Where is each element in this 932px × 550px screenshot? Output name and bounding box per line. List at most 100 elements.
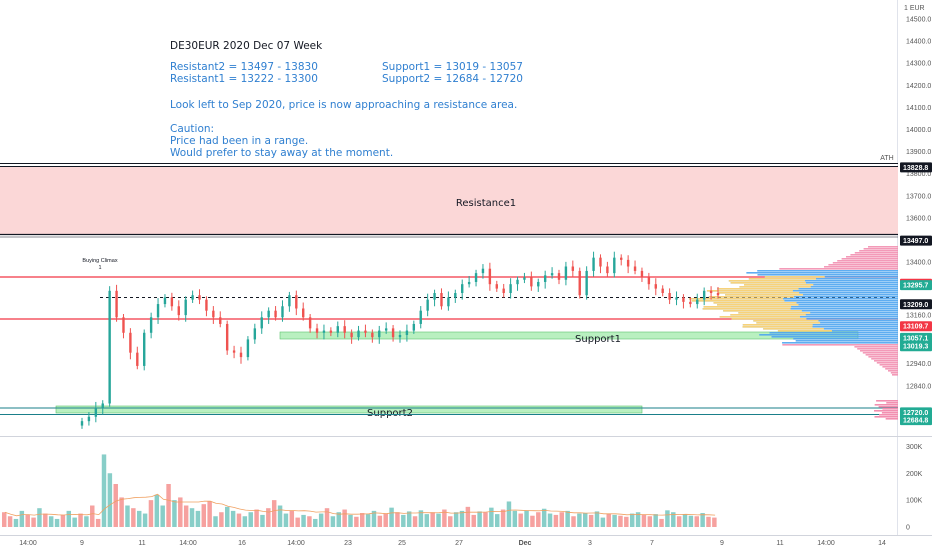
candle (398, 334, 402, 338)
volume-bar (453, 512, 459, 527)
volume-profile (689, 246, 898, 420)
volume-bar (225, 506, 230, 527)
volume-bar (401, 514, 406, 527)
volume-bar (7, 516, 13, 527)
time-tick-label: 11 (138, 540, 145, 547)
volume-series (2, 454, 717, 527)
candle (675, 297, 678, 300)
candle (302, 308, 305, 318)
volume-profile-bar (730, 282, 898, 284)
volume-profile-bar (874, 404, 898, 406)
volume-profile-bar (865, 354, 898, 356)
candle (585, 270, 588, 296)
volume-profile-bar (691, 300, 785, 302)
candle (474, 273, 478, 282)
volume-bar (406, 511, 412, 527)
volume-bar (506, 501, 512, 527)
candle (640, 270, 644, 278)
volume-profile-bar (702, 308, 898, 310)
volume-bar (424, 514, 430, 527)
volume-profile-bar (743, 284, 898, 286)
volume-profile-bar (857, 348, 898, 350)
time-tick-label: 27 (455, 540, 463, 547)
volume-bar (324, 508, 330, 527)
candle (689, 301, 692, 305)
candle (149, 317, 153, 333)
candle (274, 310, 277, 318)
volume-bar (571, 516, 576, 527)
volume-profile-bar (717, 288, 799, 290)
volume-tick-label: 0 (906, 525, 910, 532)
time-tick-label: 14:00 (19, 540, 37, 547)
volume-bar (641, 514, 647, 527)
volume-profile-bar (748, 278, 898, 280)
volume-profile-bar (706, 290, 898, 292)
volume-bar (348, 514, 353, 527)
candle (433, 293, 436, 300)
volume-bar (125, 505, 130, 527)
time-tick-label: 7 (650, 540, 654, 547)
volume-bar (389, 507, 394, 527)
candlestick-series (80, 251, 720, 429)
price-tick-label: 14100.0 (906, 105, 931, 112)
volume-bar (500, 509, 506, 527)
candle (454, 293, 457, 298)
time-tick-label: 14 (878, 540, 886, 547)
volume-profile-bar (725, 294, 898, 296)
volume-profile-bar (742, 326, 898, 328)
volume-bar (471, 514, 476, 527)
candle (378, 330, 381, 338)
candle (509, 284, 512, 294)
price-tick-label: 13700.0 (906, 193, 931, 200)
volume-bar (72, 517, 77, 527)
volume-profile-bar (881, 412, 898, 414)
candle (136, 352, 139, 366)
volume-bar (266, 508, 271, 527)
volume-profile-bar (876, 400, 898, 402)
volume-bar (671, 512, 676, 527)
time-tick-label: 14:00 (179, 540, 197, 547)
volume-profile-bar (841, 258, 898, 260)
volume-profile-bar (859, 250, 898, 252)
volume-profile-bar (730, 314, 898, 316)
volume-bar (60, 514, 66, 527)
volume-profile-bar (738, 312, 811, 314)
volume-profile-bar (837, 260, 898, 262)
support2-note: Support2 = 12684 - 12720 (382, 73, 523, 85)
price-tick-label: 14000.0 (906, 127, 931, 134)
volume-profile-bar (854, 346, 898, 348)
candle (260, 317, 263, 329)
volume-profile-bar (892, 374, 898, 376)
volume-bar (377, 515, 383, 527)
volume-ma-line (4, 493, 716, 517)
candle (232, 350, 236, 353)
volume-bar (25, 514, 30, 527)
volume-profile-bar (756, 322, 898, 324)
candle (246, 339, 250, 358)
volume-bar (553, 514, 559, 527)
volume-profile-bar (793, 338, 898, 340)
candle (481, 268, 485, 274)
volume-profile-bar (882, 408, 898, 410)
resistant1-note: Resistant1 = 13222 - 13300 (170, 73, 318, 85)
volume-bar (330, 516, 336, 527)
volume-bar (254, 509, 259, 527)
volume-profile-bar (718, 292, 800, 294)
price-axis[interactable] (898, 0, 932, 550)
volume-profile-bar (890, 372, 898, 374)
volume-bar (19, 510, 25, 527)
candle (219, 317, 222, 324)
volume-bar (248, 512, 253, 527)
volume-bar (31, 517, 36, 527)
volume-bar (459, 510, 465, 527)
volume-bar (583, 513, 588, 527)
volume-bar (489, 507, 494, 527)
volume-bar (166, 484, 171, 527)
candle (613, 257, 616, 274)
candle (461, 284, 464, 294)
volume-profile-bar (731, 318, 898, 320)
volume-profile-bar (713, 302, 797, 304)
volume-bar (78, 513, 83, 527)
volume-profile-bar (782, 342, 898, 344)
